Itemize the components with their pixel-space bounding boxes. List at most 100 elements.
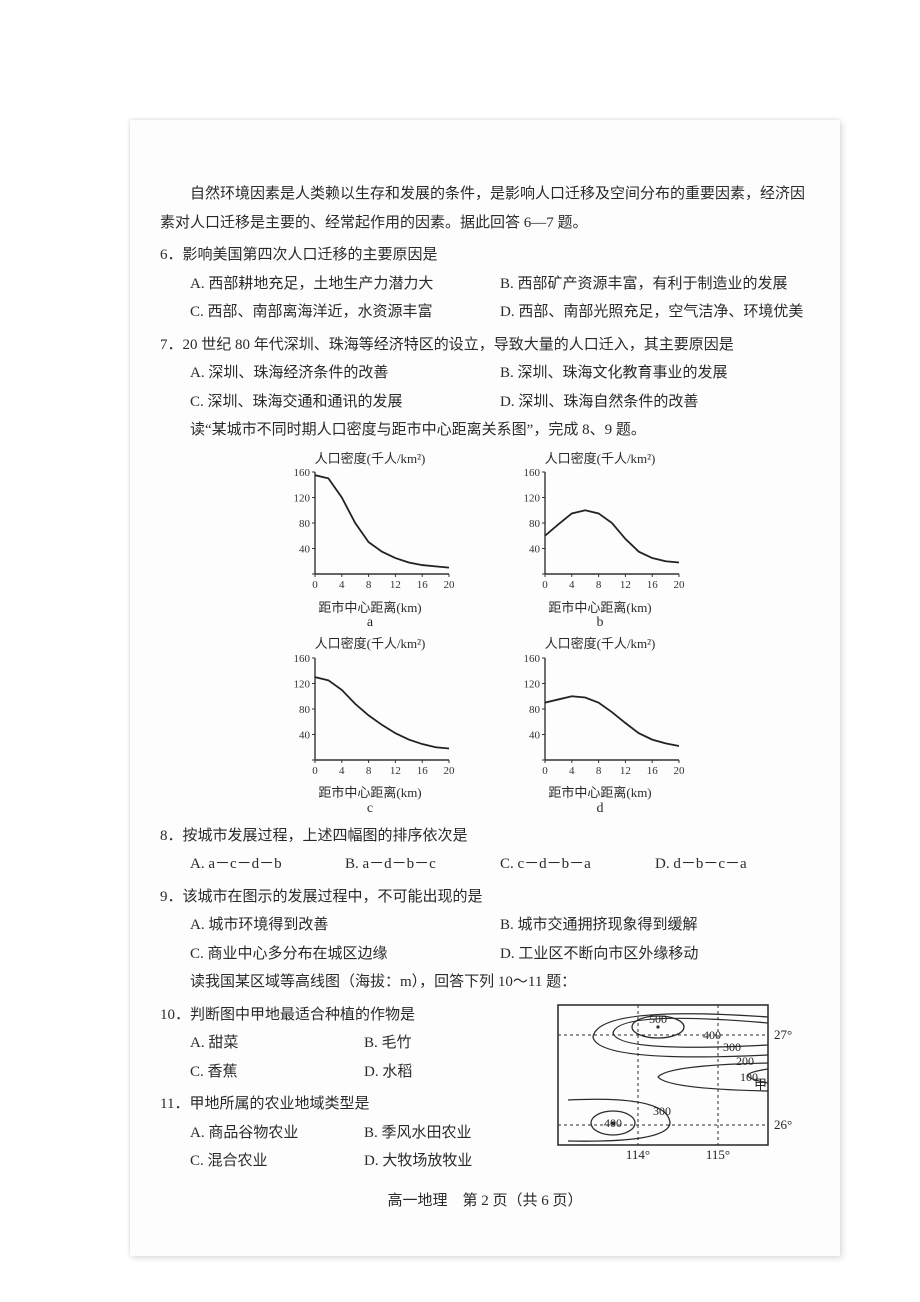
q6-option-d: D. 西部、南部光照充足，空气洁净、环境优美 (500, 298, 810, 327)
chart-d: 人口密度(千人/km²)4080120160048121620距市中心距离(km… (515, 636, 685, 818)
q8-option-a: A. a－c－d－b (190, 850, 345, 879)
svg-text:16: 16 (647, 579, 659, 591)
q8-stem: 8．按城市发展过程，上述四幅图的排序依次是 (160, 822, 810, 851)
svg-text:0: 0 (542, 765, 548, 777)
svg-text:26°: 26° (774, 1117, 792, 1132)
q9-option-c: C. 商业中心多分布在城区边缘 (190, 940, 500, 969)
q11-option-a: A. 商品谷物农业 (190, 1119, 364, 1148)
svg-text:160: 160 (524, 653, 541, 665)
page-footer: 高一地理 第 2 页（共 6 页） (160, 1187, 810, 1216)
svg-text:12: 12 (390, 579, 401, 591)
svg-text:40: 40 (529, 544, 541, 556)
svg-text:12: 12 (620, 765, 631, 777)
svg-text:300: 300 (653, 1104, 671, 1118)
svg-text:160: 160 (294, 653, 311, 665)
intro-text: 自然环境因素是人类赖以生存和发展的条件，是影响人口迁移及空间分布的重要因素，经济… (160, 180, 810, 237)
svg-text:20: 20 (444, 579, 456, 591)
svg-text:80: 80 (299, 704, 311, 716)
q10-stem: 10．判断图中甲地最适合种植的作物是 (160, 1001, 538, 1030)
q9-option-b: B. 城市交通拥挤现象得到缓解 (500, 911, 810, 940)
exam-sheet: 自然环境因素是人类赖以生存和发展的条件，是影响人口迁移及空间分布的重要因素，经济… (130, 120, 840, 1256)
q7-option-d: D. 深圳、珠海自然条件的改善 (500, 388, 810, 417)
svg-text:4: 4 (569, 765, 575, 777)
q7-option-a: A. 深圳、珠海经济条件的改善 (190, 359, 500, 388)
chart-b: 人口密度(千人/km²)4080120160048121620距市中心距离(km… (515, 451, 685, 633)
svg-text:4: 4 (569, 579, 575, 591)
svg-text:0: 0 (542, 579, 548, 591)
svg-text:16: 16 (647, 765, 659, 777)
q10-11-with-map: 10．判断图中甲地最适合种植的作物是 A. 甜菜 B. 毛竹 C. 香蕉 D. … (160, 997, 810, 1178)
svg-text:40: 40 (529, 729, 541, 741)
svg-text:8: 8 (366, 765, 372, 777)
question-11: 11．甲地所属的农业地域类型是 A. 商品谷物农业 B. 季风水田农业 C. 混… (160, 1090, 538, 1176)
svg-text:16: 16 (417, 579, 429, 591)
chart-c: 人口密度(千人/km²)4080120160048121620距市中心距离(km… (285, 636, 455, 818)
svg-text:0: 0 (312, 765, 318, 777)
question-7: 7．20 世纪 80 年代深圳、珠海等经济特区的设立，导致大量的人口迁入，其主要… (160, 331, 810, 417)
q6-option-c: C. 西部、南部离海洋近，水资源丰富 (190, 298, 500, 327)
question-9: 9．该城市在图示的发展过程中，不可能出现的是 A. 城市环境得到改善 B. 城市… (160, 883, 810, 969)
contour-map: 500400300200100甲40030027°26°114°115° (550, 997, 810, 1178)
svg-text:120: 120 (524, 493, 541, 505)
svg-text:400: 400 (604, 1116, 622, 1130)
svg-text:120: 120 (294, 678, 311, 690)
q8-option-b: B. a－d－b－c (345, 850, 500, 879)
svg-text:400: 400 (703, 1028, 721, 1042)
q8-option-d: D. d－b－c－a (655, 850, 810, 879)
q11-option-d: D. 大牧场放牧业 (364, 1147, 538, 1176)
svg-text:80: 80 (529, 518, 541, 530)
svg-text:4: 4 (339, 765, 345, 777)
svg-text:80: 80 (529, 704, 541, 716)
svg-text:115°: 115° (706, 1147, 730, 1162)
q11-stem: 11．甲地所属的农业地域类型是 (160, 1090, 538, 1119)
svg-text:40: 40 (299, 729, 311, 741)
charts-block: 人口密度(千人/km²)4080120160048121620距市中心距离(km… (160, 451, 810, 818)
question-6: 6．影响美国第四次人口迁移的主要原因是 A. 西部耕地充足，土地生产力潜力大 B… (160, 241, 810, 327)
svg-text:500: 500 (649, 1012, 667, 1026)
svg-text:4: 4 (339, 579, 345, 591)
svg-text:40: 40 (299, 544, 311, 556)
svg-text:120: 120 (524, 678, 541, 690)
svg-text:20: 20 (674, 579, 686, 591)
svg-text:120: 120 (294, 493, 311, 505)
chart-a: 人口密度(千人/km²)4080120160048121620距市中心距离(km… (285, 451, 455, 633)
q8-option-c: C. c－d－b－a (500, 850, 655, 879)
svg-text:160: 160 (524, 467, 541, 479)
q9-option-a: A. 城市环境得到改善 (190, 911, 500, 940)
svg-text:20: 20 (674, 765, 686, 777)
svg-text:甲: 甲 (754, 1077, 767, 1092)
svg-text:16: 16 (417, 765, 429, 777)
svg-text:8: 8 (366, 579, 372, 591)
q11-option-c: C. 混合农业 (190, 1147, 364, 1176)
svg-text:20: 20 (444, 765, 456, 777)
svg-text:300: 300 (723, 1040, 741, 1054)
page: 自然环境因素是人类赖以生存和发展的条件，是影响人口迁移及空间分布的重要因素，经济… (0, 0, 920, 1302)
contour-intro: 读我国某区域等高线图（海拔：m），回答下列 10～11 题： (160, 968, 810, 997)
svg-text:80: 80 (299, 518, 311, 530)
q6-option-a: A. 西部耕地充足，土地生产力潜力大 (190, 270, 500, 299)
q9-stem: 9．该城市在图示的发展过程中，不可能出现的是 (160, 883, 810, 912)
q7-option-b: B. 深圳、珠海文化教育事业的发展 (500, 359, 810, 388)
svg-text:200: 200 (736, 1054, 754, 1068)
svg-text:27°: 27° (774, 1027, 792, 1042)
svg-text:114°: 114° (626, 1147, 650, 1162)
svg-text:0: 0 (312, 579, 318, 591)
svg-text:12: 12 (620, 579, 631, 591)
q11-option-b: B. 季风水田农业 (364, 1119, 538, 1148)
charts-intro: 读“某城市不同时期人口密度与距市中心距离关系图”，完成 8、9 题。 (160, 416, 810, 445)
q10-option-d: D. 水稻 (364, 1058, 538, 1087)
q7-stem: 7．20 世纪 80 年代深圳、珠海等经济特区的设立，导致大量的人口迁入，其主要… (160, 331, 810, 360)
q10-option-b: B. 毛竹 (364, 1029, 538, 1058)
q6-stem: 6．影响美国第四次人口迁移的主要原因是 (160, 241, 810, 270)
question-8: 8．按城市发展过程，上述四幅图的排序依次是 A. a－c－d－b B. a－d－… (160, 822, 810, 879)
svg-text:160: 160 (294, 467, 311, 479)
q7-option-c: C. 深圳、珠海交通和通讯的发展 (190, 388, 500, 417)
q10-option-c: C. 香蕉 (190, 1058, 364, 1087)
q6-option-b: B. 西部矿产资源丰富，有利于制造业的发展 (500, 270, 810, 299)
svg-text:12: 12 (390, 765, 401, 777)
svg-text:8: 8 (596, 765, 602, 777)
svg-text:8: 8 (596, 579, 602, 591)
q10-option-a: A. 甜菜 (190, 1029, 364, 1058)
question-10: 10．判断图中甲地最适合种植的作物是 A. 甜菜 B. 毛竹 C. 香蕉 D. … (160, 1001, 538, 1087)
q9-option-d: D. 工业区不断向市区外缘移动 (500, 940, 810, 969)
